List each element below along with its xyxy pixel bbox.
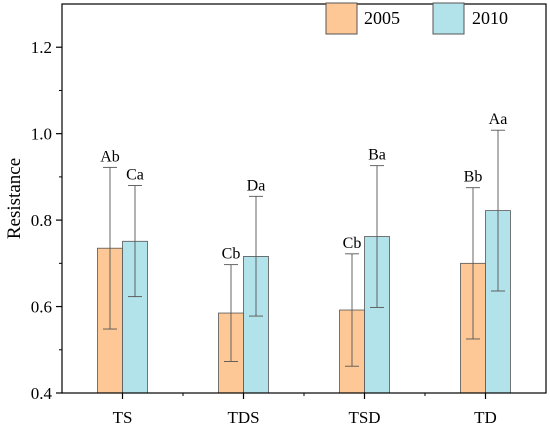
significance-label: Cb xyxy=(343,235,362,252)
y-axis-title: Resistance xyxy=(4,158,25,239)
significance-label: Da xyxy=(247,177,266,194)
bars xyxy=(97,210,511,394)
y-tick-label: 0.6 xyxy=(31,298,52,317)
axes: 0.4 0.6 0.8 1.0 1.2 TS TDS TSD TD xyxy=(31,3,547,427)
y-tick-label: 1.2 xyxy=(31,38,52,57)
legend-label-2005: 2005 xyxy=(364,8,400,28)
significance-label: Aa xyxy=(489,111,508,128)
legend-label-2010: 2010 xyxy=(472,8,508,28)
significance-label: Ab xyxy=(100,148,120,165)
x-tick-label: TS xyxy=(113,408,133,427)
y-tick-label: 0.4 xyxy=(31,384,53,403)
y-tick-label: 0.8 xyxy=(31,211,52,230)
significance-label: Cb xyxy=(222,246,241,263)
significance-labels: Ab Ca Cb Da Cb Ba Bb Aa xyxy=(100,111,507,262)
significance-label: Ca xyxy=(126,167,144,184)
legend: 2005 2010 xyxy=(325,2,508,35)
legend-swatch-2005 xyxy=(325,2,358,35)
bar-2010-TDS xyxy=(243,256,269,394)
significance-label: Bb xyxy=(464,169,483,186)
error-bars xyxy=(103,129,505,367)
significance-label: Ba xyxy=(368,147,386,164)
y-tick-label: 1.0 xyxy=(31,125,52,144)
x-tick-label: TSD xyxy=(348,408,380,427)
x-tick-label: TDS xyxy=(227,408,259,427)
legend-swatch-2010 xyxy=(432,2,465,35)
x-tick-label: TD xyxy=(474,408,497,427)
